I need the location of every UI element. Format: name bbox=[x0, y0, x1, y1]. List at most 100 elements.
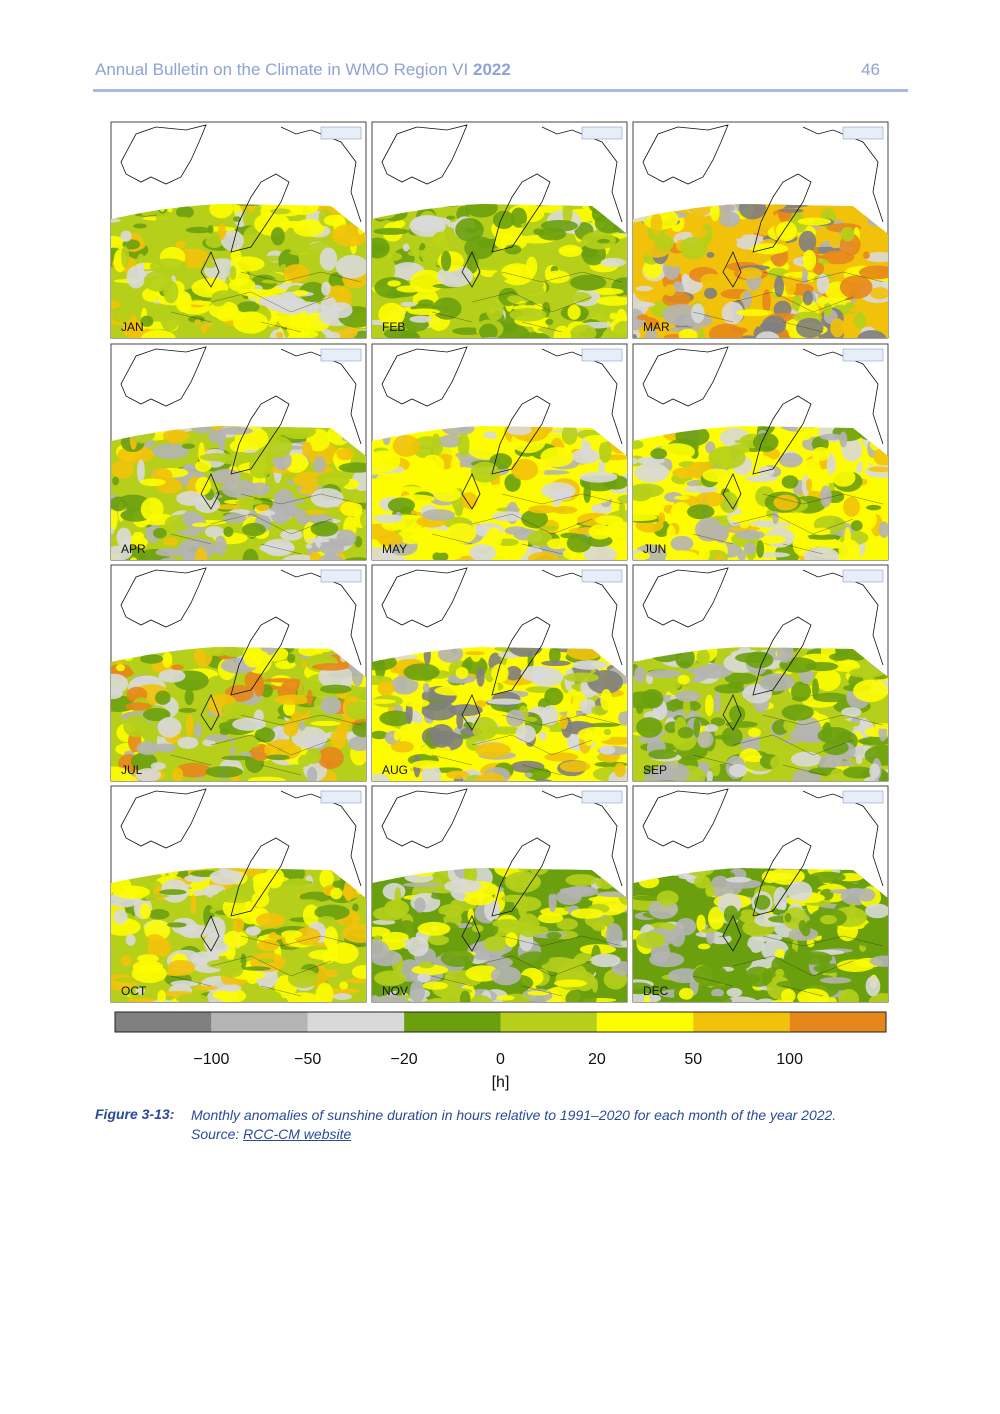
caption-link[interactable]: RCC-CM website bbox=[243, 1126, 352, 1142]
field-blob bbox=[140, 654, 164, 664]
field-blob bbox=[878, 521, 888, 538]
header-year: 2022 bbox=[472, 60, 511, 79]
field-blob bbox=[211, 290, 238, 303]
field-blob bbox=[776, 980, 813, 989]
colorbar-tick-label: 20 bbox=[588, 1051, 606, 1068]
field-blob bbox=[422, 683, 430, 693]
field-blob bbox=[743, 542, 756, 555]
field-blob bbox=[209, 908, 217, 914]
field-blob bbox=[591, 920, 606, 932]
field-blob bbox=[372, 995, 380, 1002]
borders bbox=[431, 714, 623, 776]
field-blob bbox=[570, 274, 607, 291]
field-blob bbox=[479, 323, 498, 338]
field-blob bbox=[831, 660, 861, 672]
field-blob bbox=[617, 494, 627, 504]
field-blob bbox=[143, 934, 167, 956]
field-blob bbox=[778, 208, 804, 213]
field-blob bbox=[801, 269, 809, 285]
field-blob bbox=[656, 890, 679, 906]
field-blob bbox=[373, 227, 409, 235]
field-blob bbox=[762, 289, 771, 314]
field-blob bbox=[496, 995, 515, 1001]
field-blob bbox=[171, 664, 184, 671]
coastline bbox=[642, 788, 729, 849]
field-blob bbox=[120, 954, 132, 966]
figure: JAN FEB MAR APR MAY JUN JUL AUG SEP OCT NOV DEC −100… bbox=[110, 121, 889, 1091]
field-blob bbox=[137, 459, 145, 484]
field-blob bbox=[658, 443, 696, 461]
field-blob bbox=[270, 227, 285, 246]
field-blob bbox=[577, 727, 613, 743]
field-blob bbox=[283, 264, 310, 283]
field-blob bbox=[829, 888, 867, 895]
field-blob bbox=[236, 301, 260, 313]
field-blob bbox=[377, 680, 395, 697]
field-blob bbox=[393, 730, 401, 741]
field-blob bbox=[411, 760, 443, 769]
field-blob bbox=[336, 529, 357, 547]
panel-label: FEB bbox=[382, 320, 405, 334]
field-blob bbox=[729, 705, 746, 723]
field-blob bbox=[735, 530, 765, 540]
field-blob bbox=[574, 262, 586, 267]
field-blob bbox=[864, 251, 888, 263]
field-blob bbox=[291, 726, 328, 749]
field-blob bbox=[597, 238, 611, 244]
field-blob bbox=[836, 959, 874, 973]
field-blob bbox=[731, 222, 745, 239]
field-blob bbox=[418, 331, 437, 337]
field-blob bbox=[280, 529, 303, 541]
colorbar-tick-label: 100 bbox=[776, 1051, 803, 1068]
field-blob bbox=[537, 327, 550, 332]
field-blob bbox=[505, 932, 518, 948]
field-blob bbox=[726, 987, 743, 998]
borders bbox=[692, 935, 884, 997]
field-blob bbox=[806, 478, 813, 492]
field-blob bbox=[172, 767, 184, 781]
anomaly-field bbox=[633, 647, 888, 781]
field-blob bbox=[221, 755, 253, 761]
field-blob bbox=[372, 919, 396, 925]
logo bbox=[842, 790, 884, 804]
field-blob bbox=[111, 545, 133, 560]
field-blob bbox=[127, 997, 156, 1002]
field-blob bbox=[420, 454, 445, 477]
logo bbox=[320, 348, 362, 362]
field-blob bbox=[650, 448, 668, 460]
field-blob bbox=[700, 273, 723, 287]
field-blob bbox=[816, 273, 830, 294]
map-panel: MAR bbox=[632, 121, 889, 339]
field-blob bbox=[490, 966, 522, 986]
field-blob bbox=[802, 458, 822, 478]
field-blob bbox=[565, 874, 598, 887]
field-blob bbox=[600, 257, 626, 268]
field-blob bbox=[374, 276, 411, 299]
field-blob bbox=[609, 312, 618, 320]
field-blob bbox=[352, 903, 359, 912]
field-blob bbox=[783, 739, 800, 744]
field-blob bbox=[841, 707, 862, 718]
field-blob bbox=[679, 236, 708, 260]
borders bbox=[692, 493, 884, 555]
field-blob bbox=[323, 770, 337, 781]
anomaly-field bbox=[111, 647, 366, 781]
field-blob bbox=[525, 436, 534, 443]
field-blob bbox=[457, 426, 468, 433]
logo bbox=[842, 348, 884, 362]
field-blob bbox=[232, 717, 266, 731]
field-blob bbox=[422, 245, 439, 261]
field-blob bbox=[613, 320, 627, 338]
coastline bbox=[200, 569, 362, 731]
header-title: Annual Bulletin on the Climate in WMO Re… bbox=[95, 60, 511, 80]
field-blob bbox=[221, 479, 257, 498]
field-blob bbox=[711, 988, 724, 998]
field-blob bbox=[354, 536, 363, 548]
field-blob bbox=[325, 987, 360, 994]
anomaly-field bbox=[633, 426, 888, 560]
field-blob bbox=[463, 868, 478, 884]
field-blob bbox=[175, 993, 209, 1002]
field-blob bbox=[825, 927, 837, 934]
field-blob bbox=[111, 673, 129, 694]
field-blob bbox=[774, 275, 784, 298]
